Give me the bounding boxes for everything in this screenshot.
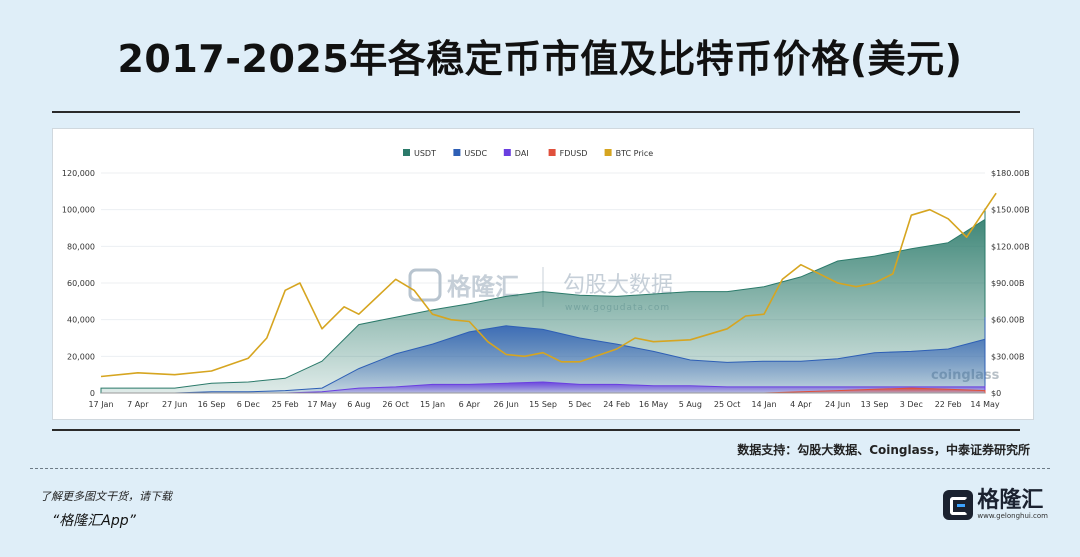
y-right-tick-label: $150.00B bbox=[991, 206, 1030, 215]
x-tick-label: 13 Sep bbox=[861, 400, 889, 409]
x-tick-label: 26 Jun bbox=[494, 400, 519, 409]
y-left-tick-label: 0 bbox=[90, 389, 95, 398]
logo-name: 格隆汇 bbox=[977, 488, 1044, 513]
x-tick-label: 16 Sep bbox=[198, 400, 226, 409]
x-tick-label: 25 Feb bbox=[272, 400, 299, 409]
chart-card: 0 20,000 40,000 60,000 80,000 100,000 120,000 $… bbox=[52, 128, 1034, 420]
x-tick-label: 16 May bbox=[639, 400, 669, 409]
x-tick-label: 7 Apr bbox=[127, 400, 149, 409]
legend-swatch-fdusd bbox=[548, 149, 556, 156]
y-left-tick-label: 20,000 bbox=[67, 352, 95, 361]
promo-line-1: 了解更多图文干货，请下载 bbox=[40, 490, 172, 503]
y-left-tick-label: 80,000 bbox=[67, 242, 95, 251]
legend-label: DAI bbox=[515, 149, 529, 158]
legend-swatch-btc-price bbox=[604, 149, 612, 156]
x-tick-label: 25 Oct bbox=[714, 400, 741, 409]
legend-swatch-dai bbox=[503, 149, 511, 156]
legend-label: FDUSD bbox=[560, 149, 588, 158]
source-text: 数据支持：勾股大数据、Coinglass，中泰证券研究所 bbox=[737, 443, 1030, 457]
y-right-tick-label: $60.00B bbox=[991, 316, 1024, 325]
y-left-tick-label: 40,000 bbox=[67, 316, 95, 325]
promo-line-2[interactable]: “格隆汇App” bbox=[52, 513, 136, 529]
y-right-tick-label: $0 bbox=[991, 389, 1001, 398]
x-tick-label: 26 Oct bbox=[382, 400, 409, 409]
y-right-tick-label: $120.00B bbox=[991, 242, 1030, 251]
x-tick-label: 24 Feb bbox=[603, 400, 630, 409]
x-tick-label: 4 Apr bbox=[790, 400, 812, 409]
x-tick-label: 22 Feb bbox=[935, 400, 962, 409]
stablecoin-btc-chart: 0 20,000 40,000 60,000 80,000 100,000 120,000 $… bbox=[62, 149, 1030, 409]
legend-label: BTC Price bbox=[616, 149, 654, 158]
x-tick-label: 15 Sep bbox=[529, 400, 557, 409]
x-tick-label: 14 Jan bbox=[751, 400, 776, 409]
y-right-tick-label: $90.00B bbox=[991, 279, 1024, 288]
logo-icon bbox=[943, 490, 974, 520]
x-tick-label: 14 May bbox=[970, 400, 1000, 409]
y-right-tick-label: $30.00B bbox=[991, 352, 1024, 361]
x-tick-label: 17 Jan bbox=[88, 400, 113, 409]
legend-swatch-usdt bbox=[403, 149, 410, 156]
x-tick-label: 17 May bbox=[307, 400, 337, 409]
x-tick-label: 6 Dec bbox=[237, 400, 260, 409]
watermark-logo-icon bbox=[408, 268, 442, 302]
x-tick-label: 5 Dec bbox=[568, 400, 591, 409]
series-line-btc-price bbox=[100, 192, 997, 378]
x-tick-label: 27 Jun bbox=[162, 400, 187, 409]
x-tick-label: 5 Aug bbox=[679, 400, 702, 409]
y-right-tick-label: $180.00B bbox=[991, 169, 1030, 178]
gelonghui-logo[interactable]: 格隆汇 www.gelonghui.com bbox=[943, 490, 1048, 520]
y-left-tick-label: 100,000 bbox=[62, 206, 95, 215]
legend-label: USDT bbox=[414, 149, 436, 158]
dashed-divider bbox=[30, 468, 1050, 469]
x-tick-label: 6 Aug bbox=[347, 400, 370, 409]
source-divider bbox=[52, 429, 1020, 431]
logo-url: www.gelonghui.com bbox=[977, 512, 1048, 520]
legend-label: USDC bbox=[464, 149, 487, 158]
y-left-tick-label: 120,000 bbox=[62, 169, 95, 178]
y-left-tick-label: 60,000 bbox=[67, 279, 95, 288]
series-area-usdc bbox=[101, 317, 986, 394]
x-tick-label: 3 Dec bbox=[900, 400, 923, 409]
x-tick-label: 24 Jun bbox=[825, 400, 850, 409]
series-area-usdt bbox=[100, 208, 986, 394]
page-title: 2017-2025年各稳定币市值及比特币价格(美元) bbox=[117, 37, 963, 81]
x-tick-label: 6 Apr bbox=[459, 400, 481, 409]
x-tick-label: 15 Jan bbox=[420, 400, 445, 409]
title-divider bbox=[52, 111, 1020, 113]
legend-swatch-usdc bbox=[453, 149, 461, 156]
